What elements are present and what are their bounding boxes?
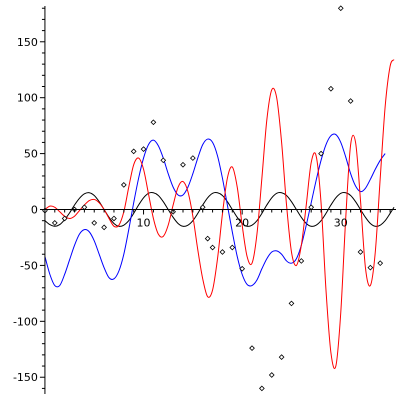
series-line-blue [45,134,385,287]
scatter-point [289,301,294,306]
y-tick-label: 100 [17,92,38,105]
scatter-point [279,355,284,360]
x-tick-label: 30 [334,217,348,230]
y-tick-label: 0 [31,204,38,217]
scatter-point [151,120,156,125]
scatter-point [299,259,304,264]
scatter-point [269,373,274,378]
scatter-point [131,149,136,154]
scatter-point [210,245,215,250]
scatter-point [368,265,373,270]
scatter-point [338,6,343,11]
x-tick-label: 20 [235,217,249,230]
scatter-point [230,245,235,250]
y-tick-label: 50 [24,148,38,161]
scatter-point [191,156,196,161]
y-ticks: 150 100 50 0 -50 -100 -150 [13,8,45,388]
x-tick-label: 10 [137,217,151,230]
y-tick-label: -150 [13,371,38,384]
scatter-point [329,86,334,91]
scatter-point [348,99,353,104]
scatter-point [250,346,255,351]
scatter-point [205,236,210,241]
scatter-point [141,147,146,152]
scatter-point [181,162,186,167]
scatter-point [260,386,265,391]
axes-group [40,6,396,394]
scatter-point [122,183,127,188]
y-tick-label: 150 [17,36,38,49]
series-line-red [45,60,394,369]
scatter-point [220,250,225,255]
scatter-point [52,221,57,226]
scatter-group [43,6,383,391]
y-tick-label: -50 [20,259,38,272]
scatter-point [82,205,87,210]
y-tick-label: -100 [13,315,38,328]
scatter-point [378,261,383,266]
scatter-point [112,216,117,221]
scatter-point [102,225,107,230]
scatter-point [92,221,97,226]
scatter-point [358,250,363,255]
series-group [45,60,394,369]
scatter-point [200,205,205,210]
